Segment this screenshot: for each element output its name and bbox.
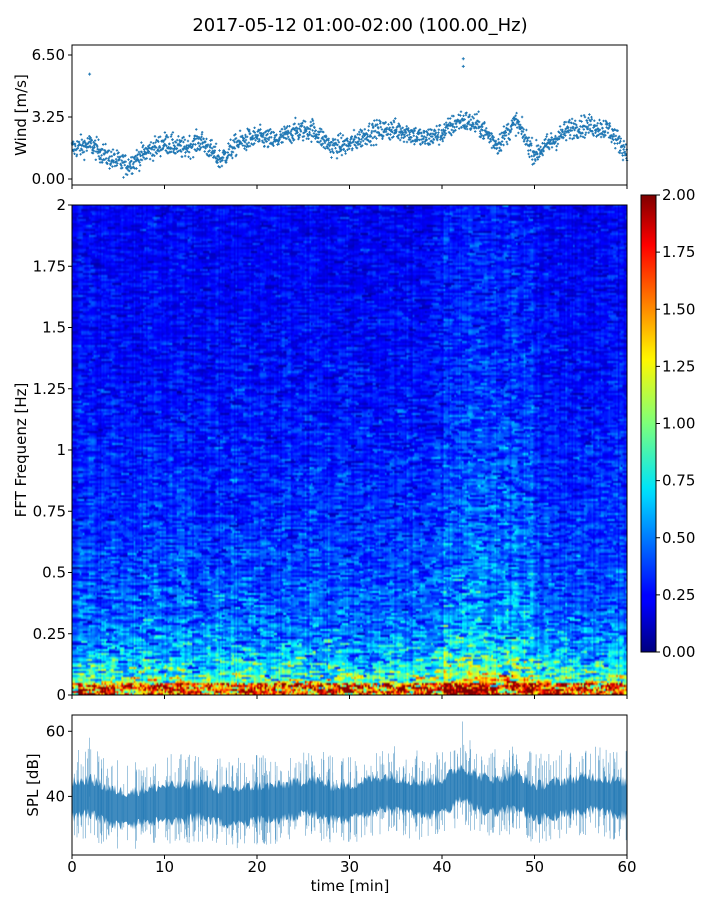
- spectrogram-y-tick-label: 1: [56, 441, 66, 459]
- wind-y-tick-label: 3.25: [32, 108, 65, 126]
- colorbar-gradient: [640, 194, 657, 653]
- spectrogram-y-tick-label: 1.5: [42, 319, 66, 337]
- colorbar-tick-label: 0.25: [662, 586, 695, 604]
- spectrogram-y-tick-label: 2: [56, 196, 66, 214]
- colorbar-tick-label: 2.00: [662, 186, 695, 204]
- spectrogram-heatmap: [72, 205, 627, 695]
- spectrogram-y-tick-label: 0.5: [42, 564, 66, 582]
- x-tick-label: 30: [340, 858, 359, 876]
- x-tick-label: 10: [155, 858, 174, 876]
- spl-y-tick-label: 40: [46, 787, 65, 805]
- spectrogram-y-tick-label: 0.25: [33, 625, 66, 643]
- spl-series: [72, 764, 627, 830]
- chart-title: 2017-05-12 01:00-02:00 (100.00_Hz): [192, 15, 527, 36]
- spectrogram-y-tick-label: 0: [56, 686, 66, 704]
- wind-y-ticks: 0.00 3.25 6.50: [32, 46, 628, 189]
- colorbar: 0.00 0.25 0.50 0.75 1.00 1.25 1.50 1.75 2.00: [640, 186, 695, 661]
- wind-panel: 0.00 3.25 6.50 Wind [m/s]: [12, 44, 629, 189]
- x-tick-label: 60: [617, 858, 636, 876]
- spl-y-label: SPL [dB]: [24, 753, 42, 816]
- colorbar-ticks: 0.00 0.25 0.50 0.75 1.00 1.25 1.50 1.75 2.00: [656, 186, 695, 661]
- spectrogram-panel: 0 0.25 0.5 0.75 1 1.25 1.5 1.75 2 FFT Frequenz […: [12, 196, 628, 704]
- wind-points: [70, 57, 629, 179]
- spl-y-tick-label: 60: [46, 722, 65, 740]
- wind-y-tick-label: 6.50: [32, 46, 65, 64]
- colorbar-tick-label: 0.00: [662, 643, 695, 661]
- colorbar-tick-label: 1.75: [662, 243, 695, 261]
- spl-spike-lines: [74, 721, 628, 849]
- wind-axes-frame: [71, 44, 628, 186]
- spl-y-ticks: 40 60: [46, 722, 72, 805]
- wind-y-tick-label: 0.00: [32, 170, 65, 188]
- colorbar-tick-label: 0.75: [662, 472, 695, 490]
- spectrogram-y-tick-label: 1.25: [33, 380, 66, 398]
- spectrogram-y-tick-label: 1.75: [33, 257, 66, 275]
- spl-panel: 40 60 0 10 20 30 40 50 60 SPL [dB]: [24, 714, 637, 876]
- spectrogram-y-label: FFT Frequenz [Hz]: [12, 383, 30, 518]
- spl-x-ticks: 0 10 20 30 40 50 60: [67, 855, 637, 876]
- colorbar-tick-label: 1.00: [662, 415, 695, 433]
- colorbar-tick-label: 0.50: [662, 529, 695, 547]
- colorbar-tick-label: 1.25: [662, 357, 695, 375]
- spectrogram-y-tick-label: 0.75: [33, 502, 66, 520]
- x-tick-label: 0: [67, 858, 77, 876]
- x-tick-label: 40: [432, 858, 451, 876]
- colorbar-tick-label: 1.50: [662, 300, 695, 318]
- x-tick-label: 20: [247, 858, 266, 876]
- x-tick-label: 50: [525, 858, 544, 876]
- wind-series: [70, 57, 629, 179]
- x-axis-label: time [min]: [311, 877, 390, 895]
- spl-spikes: [74, 721, 628, 849]
- wind-y-label: Wind [m/s]: [12, 74, 30, 156]
- spectrogram-y-ticks: 0 0.25 0.5 0.75 1 1.25 1.5 1.75 2: [33, 196, 628, 704]
